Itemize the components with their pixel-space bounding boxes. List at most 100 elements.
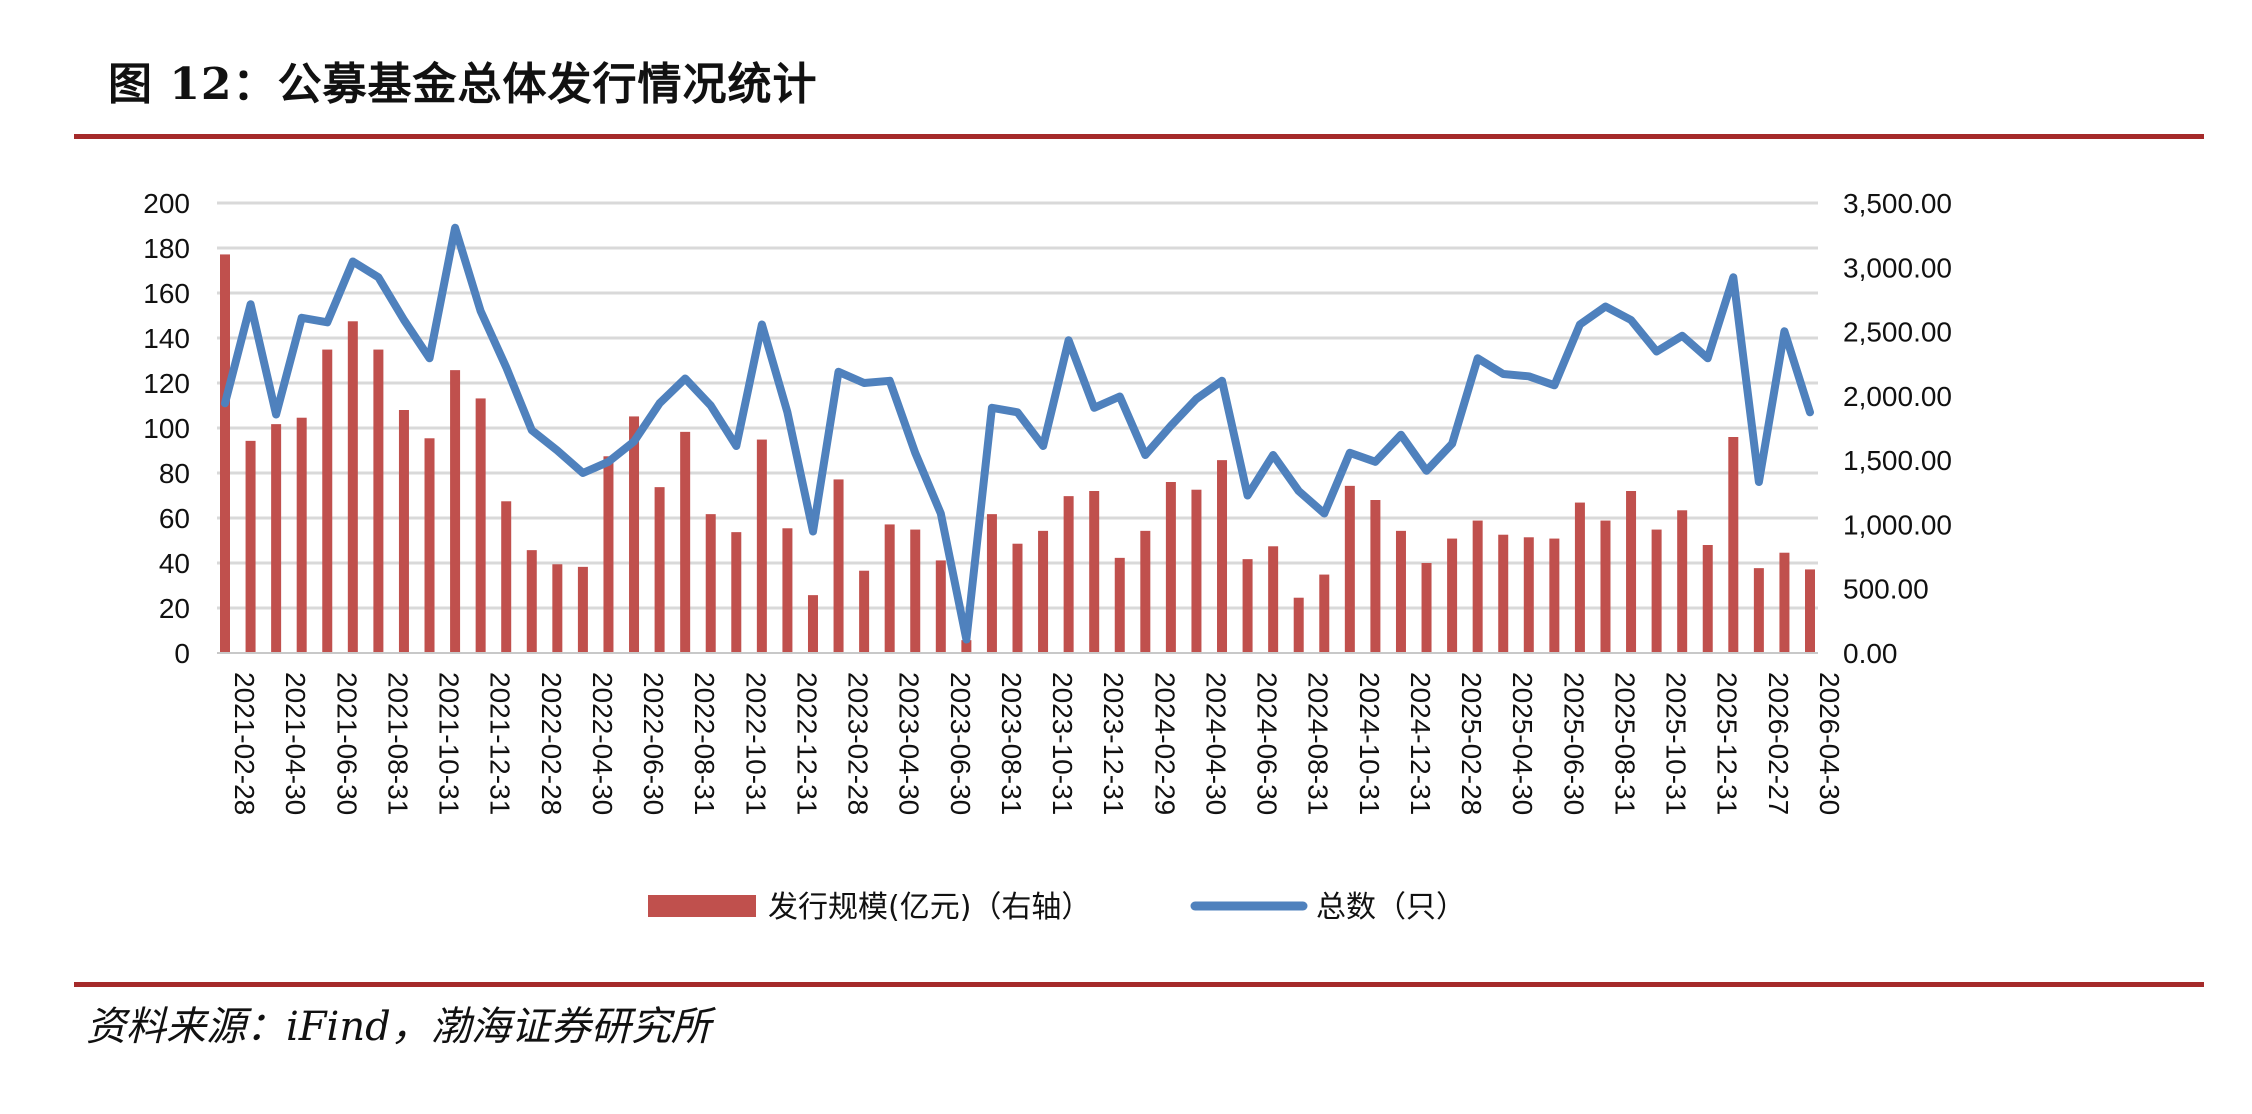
bar bbox=[731, 532, 742, 653]
x-tick-label: 2026-02-27 bbox=[1763, 672, 1794, 815]
bar bbox=[1805, 569, 1815, 653]
bar bbox=[935, 560, 946, 653]
bar bbox=[296, 417, 307, 653]
left-tick-label: 40 bbox=[159, 548, 190, 579]
bar bbox=[1012, 543, 1023, 653]
left-tick-label: 80 bbox=[159, 458, 190, 489]
bar bbox=[986, 514, 997, 653]
x-tick-label: 2023-10-31 bbox=[1047, 672, 1078, 815]
left-tick-label: 140 bbox=[143, 323, 190, 354]
x-tick-label: 2024-02-29 bbox=[1149, 672, 1180, 815]
figure-title: 图 12：公募基金总体发行情况统计 bbox=[108, 59, 818, 110]
bar bbox=[526, 550, 537, 653]
bar bbox=[1626, 491, 1637, 653]
bar bbox=[1728, 437, 1739, 653]
right-tick-label: 500.00 bbox=[1843, 574, 1929, 605]
bar bbox=[1753, 568, 1764, 653]
bar bbox=[1242, 559, 1253, 653]
x-tick-label: 2025-12-31 bbox=[1712, 672, 1743, 815]
bar bbox=[1574, 502, 1585, 653]
left-tick-label: 20 bbox=[159, 593, 190, 624]
left-tick-label: 200 bbox=[143, 188, 190, 219]
bar bbox=[1651, 529, 1662, 653]
bar bbox=[1472, 520, 1483, 653]
right-tick-label: 1,000.00 bbox=[1843, 509, 1952, 540]
legend-line-label: 总数（只） bbox=[1316, 890, 1466, 925]
bar bbox=[884, 524, 895, 653]
bar bbox=[654, 487, 665, 653]
bar bbox=[1421, 563, 1432, 653]
bar bbox=[475, 398, 486, 653]
legend: 发行规模(亿元)（右轴） 总数（只） bbox=[648, 890, 1466, 925]
bar bbox=[347, 321, 358, 653]
bar bbox=[245, 440, 256, 653]
x-tick-label: 2022-10-31 bbox=[740, 672, 771, 815]
bar-series bbox=[220, 254, 1815, 653]
right-tick-label: 2,500.00 bbox=[1843, 317, 1952, 348]
bar bbox=[629, 416, 640, 653]
x-tick-label: 2024-10-31 bbox=[1354, 672, 1385, 815]
bar bbox=[1114, 557, 1125, 653]
top-rule bbox=[74, 134, 2204, 139]
bar bbox=[271, 424, 282, 653]
source-note: 资料来源：iFind，渤海证券研究所 bbox=[86, 1004, 711, 1050]
bar bbox=[577, 566, 588, 653]
x-tick-label: 2021-02-28 bbox=[229, 672, 260, 815]
x-tick-label: 2023-12-31 bbox=[1098, 672, 1129, 815]
x-tick-label: 2022-12-31 bbox=[791, 672, 822, 815]
bar bbox=[859, 570, 870, 653]
bar bbox=[1600, 520, 1611, 653]
bar bbox=[1293, 597, 1304, 653]
x-tick-label: 2025-02-28 bbox=[1456, 672, 1487, 815]
x-tick-label: 2022-04-30 bbox=[587, 672, 618, 815]
x-tick-label: 2024-12-31 bbox=[1405, 672, 1436, 815]
bar bbox=[1191, 489, 1202, 653]
bar bbox=[501, 501, 512, 653]
x-tick-label: 2025-08-31 bbox=[1609, 672, 1640, 815]
bar bbox=[833, 479, 844, 653]
bar bbox=[1089, 491, 1100, 653]
bar bbox=[1063, 496, 1074, 653]
x-tick-label: 2022-08-31 bbox=[689, 672, 720, 815]
bar bbox=[1523, 537, 1534, 653]
bottom-rule bbox=[74, 982, 2204, 987]
line-series bbox=[221, 223, 1814, 644]
x-tick-label: 2026-04-30 bbox=[1814, 672, 1845, 815]
right-tick-label: 3,000.00 bbox=[1843, 252, 1952, 283]
x-tick-label: 2024-04-30 bbox=[1200, 672, 1231, 815]
bar bbox=[705, 514, 716, 653]
bar bbox=[910, 529, 921, 653]
bar bbox=[1165, 482, 1176, 653]
x-tick-label: 2021-04-30 bbox=[280, 672, 311, 815]
bar bbox=[1549, 538, 1560, 653]
x-tick-label: 2025-06-30 bbox=[1558, 672, 1589, 815]
bar bbox=[782, 528, 793, 653]
bar bbox=[1344, 485, 1355, 653]
bar bbox=[1268, 546, 1279, 653]
bar bbox=[1370, 500, 1381, 653]
x-tick-label: 2021-12-31 bbox=[485, 672, 516, 815]
legend-bar-label: 发行规模(亿元)（右轴） bbox=[768, 890, 1091, 925]
bar bbox=[1140, 530, 1151, 653]
bar bbox=[424, 438, 435, 653]
x-tick-label: 2024-06-30 bbox=[1252, 672, 1283, 815]
bar bbox=[1319, 574, 1330, 653]
left-tick-label: 100 bbox=[143, 413, 190, 444]
x-axis-ticks: 2021-02-28 2021-04-30 2021-06-30 2021-08-31… bbox=[229, 672, 1845, 815]
bar bbox=[398, 410, 409, 653]
bar bbox=[1779, 552, 1790, 653]
bar bbox=[450, 370, 461, 653]
bar bbox=[1395, 530, 1406, 653]
bar bbox=[1677, 510, 1688, 653]
bar bbox=[1498, 534, 1509, 653]
right-tick-label: 3,500.00 bbox=[1843, 188, 1952, 219]
x-tick-label: 2021-08-31 bbox=[382, 672, 413, 815]
bar bbox=[220, 254, 230, 653]
bar bbox=[680, 431, 691, 653]
left-tick-label: 0 bbox=[174, 638, 190, 669]
bar bbox=[1447, 538, 1458, 653]
x-tick-label: 2022-02-28 bbox=[536, 672, 567, 815]
x-tick-label: 2021-10-31 bbox=[434, 672, 465, 815]
right-tick-label: 1,500.00 bbox=[1843, 445, 1952, 476]
